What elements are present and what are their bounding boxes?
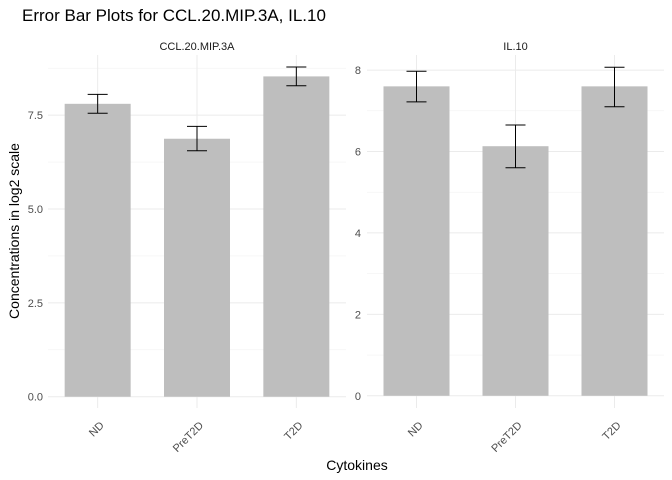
y-tick-label: 6 — [355, 146, 361, 158]
chart-title: Error Bar Plots for CCL.20.MIP.3A, IL.10 — [22, 6, 326, 25]
facet-label: CCL.20.MIP.3A — [159, 41, 235, 53]
bar-pret2d — [164, 138, 230, 397]
y-axis-label: Concentrations in log2 scale — [6, 143, 22, 319]
x-tick-label: ND — [87, 420, 107, 440]
bar-nd — [64, 103, 131, 397]
x-tick-label: ND — [406, 420, 426, 440]
y-tick-label: 4 — [355, 228, 361, 240]
chart-panels: CCL.20.MIP.3A0.02.55.07.5ND PreT2D T2DIL.1… — [28, 41, 664, 455]
y-tick-label: 2 — [355, 309, 361, 321]
panel-1: CCL.20.MIP.3A 0.0 2.5 5.0 7.5 ND PreT2D T2D — [28, 41, 346, 455]
x-tick-label: PreT2D — [171, 420, 206, 455]
panel-2: IL.10 0 2 4 6 8 ND PreT2D T2D — [355, 41, 664, 455]
bar-t2d — [581, 86, 648, 396]
bar-t2d — [263, 76, 330, 397]
y-tick-label: 8 — [355, 65, 361, 77]
error-bar-t2d — [604, 66, 625, 108]
y-tick-label: 0.0 — [28, 392, 43, 404]
error-bar-nd — [406, 70, 427, 103]
bar-nd — [383, 86, 450, 396]
y-tick-label: 2.5 — [28, 298, 43, 310]
y-tick-label: 5.0 — [28, 204, 43, 216]
x-axis-label: Cytokines — [326, 457, 387, 473]
error-bar-pret2d — [505, 124, 526, 169]
y-tick-label: 7.5 — [28, 110, 43, 122]
x-tick-label: T2D — [600, 420, 623, 443]
bar-pret2d — [482, 146, 549, 396]
error-bar-pret2d — [187, 125, 207, 152]
x-tick-label: PreT2D — [489, 420, 524, 455]
y-tick-label: 0 — [355, 391, 361, 403]
error-bar-t2d — [286, 66, 307, 87]
error-bar-nd — [87, 93, 108, 114]
facet-label: IL.10 — [503, 41, 527, 53]
x-tick-label: T2D — [282, 420, 305, 443]
